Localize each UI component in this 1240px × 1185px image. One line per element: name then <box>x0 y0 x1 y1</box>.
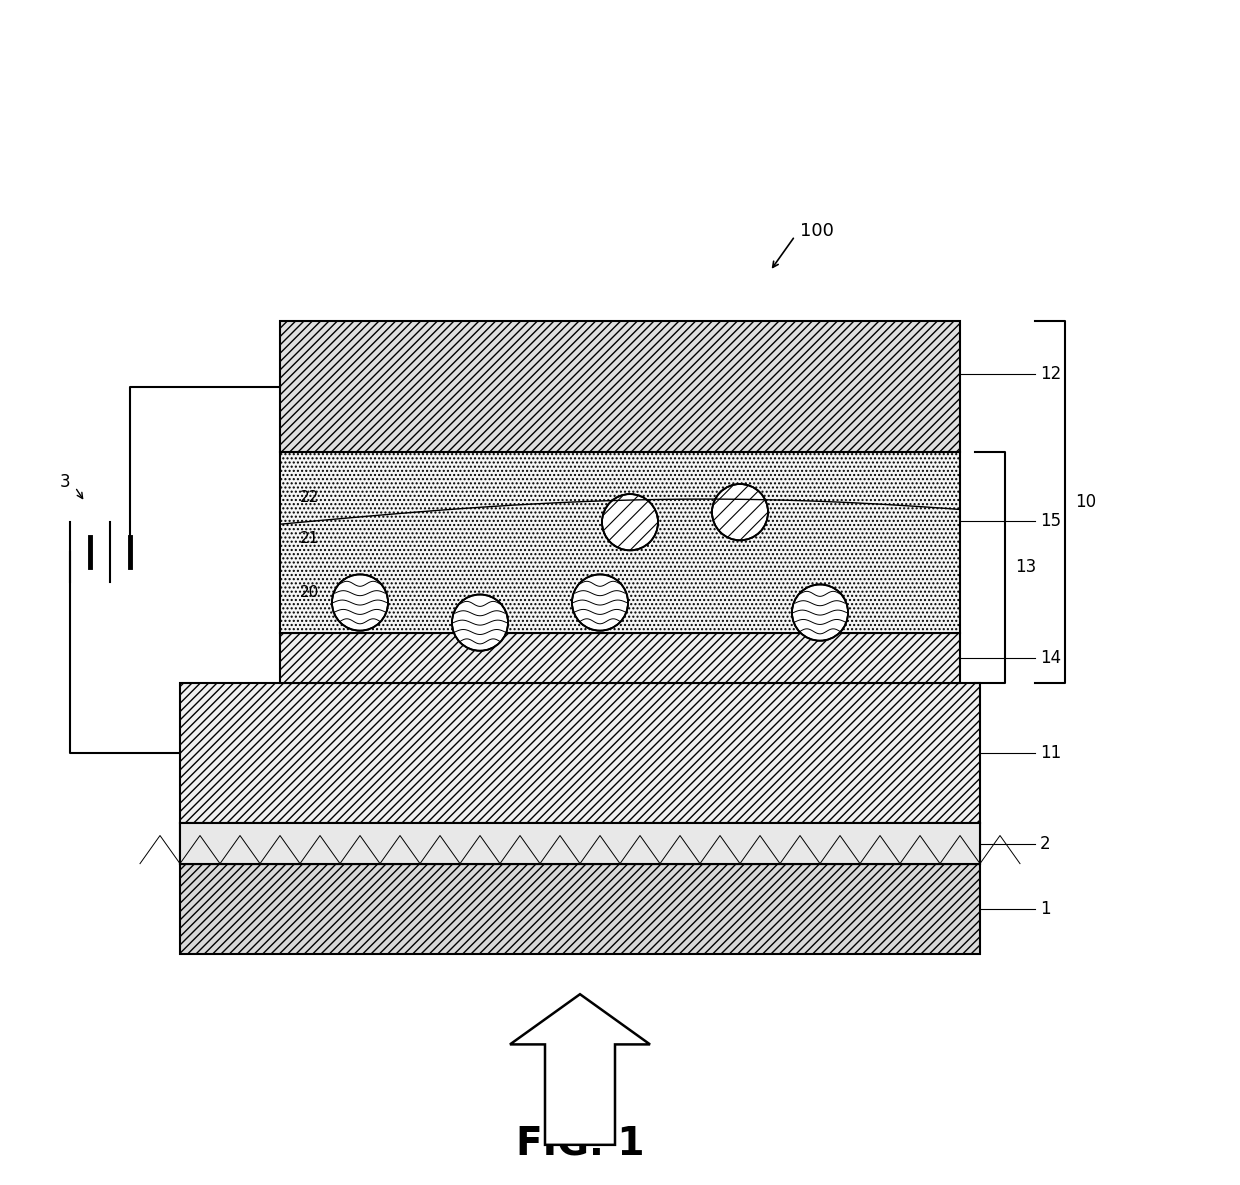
Text: 21: 21 <box>300 531 319 546</box>
Circle shape <box>332 575 388 630</box>
Circle shape <box>453 595 508 651</box>
Text: 15: 15 <box>1040 512 1061 530</box>
Bar <box>180 864 980 954</box>
Bar <box>280 451 960 633</box>
Bar <box>280 321 960 451</box>
Circle shape <box>572 575 627 630</box>
Bar <box>180 824 980 864</box>
Text: 22: 22 <box>300 489 319 505</box>
Text: 1: 1 <box>1040 899 1050 918</box>
Bar <box>180 683 980 824</box>
Text: 11: 11 <box>1040 744 1061 762</box>
Bar <box>180 824 980 864</box>
Bar <box>280 633 960 683</box>
Text: 14: 14 <box>1040 648 1061 667</box>
Circle shape <box>601 494 658 550</box>
Text: FIG. 1: FIG. 1 <box>516 1126 645 1164</box>
Text: 3: 3 <box>60 473 71 491</box>
Text: 12: 12 <box>1040 365 1061 383</box>
Text: 20: 20 <box>300 585 319 601</box>
Circle shape <box>712 483 768 540</box>
Text: 13: 13 <box>1016 558 1037 576</box>
Polygon shape <box>510 994 650 1145</box>
Circle shape <box>792 584 848 641</box>
Text: 10: 10 <box>1075 493 1096 511</box>
Text: 100: 100 <box>800 222 833 241</box>
Text: 2: 2 <box>1040 834 1050 852</box>
